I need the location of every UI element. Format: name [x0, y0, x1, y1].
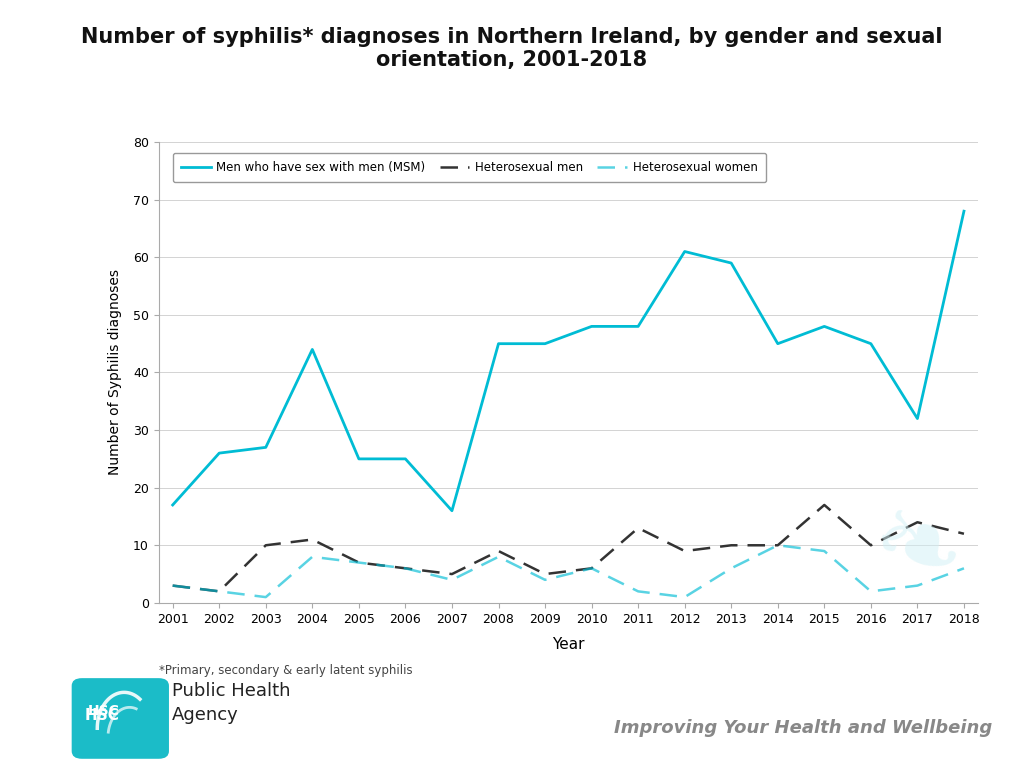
Legend: Men who have sex with men (MSM), Heterosexual men, Heterosexual women: Men who have sex with men (MSM), Heteros…: [173, 153, 766, 182]
X-axis label: Year: Year: [552, 637, 585, 652]
Text: Number of syphilis* diagnoses in Northern Ireland, by gender and sexual
orientat: Number of syphilis* diagnoses in Norther…: [81, 27, 943, 70]
Text: HSC: HSC: [85, 708, 120, 723]
Text: *Primary, secondary & early latent syphilis: *Primary, secondary & early latent syphi…: [159, 664, 413, 677]
Text: Improving Your Health and Wellbeing: Improving Your Health and Wellbeing: [614, 719, 992, 737]
Text: Public Health
Agency: Public Health Agency: [172, 682, 291, 723]
Text: HSC: HSC: [88, 703, 120, 717]
Y-axis label: Number of Syphilis diagnoses: Number of Syphilis diagnoses: [108, 270, 122, 475]
Text: ❧: ❧: [854, 487, 979, 619]
